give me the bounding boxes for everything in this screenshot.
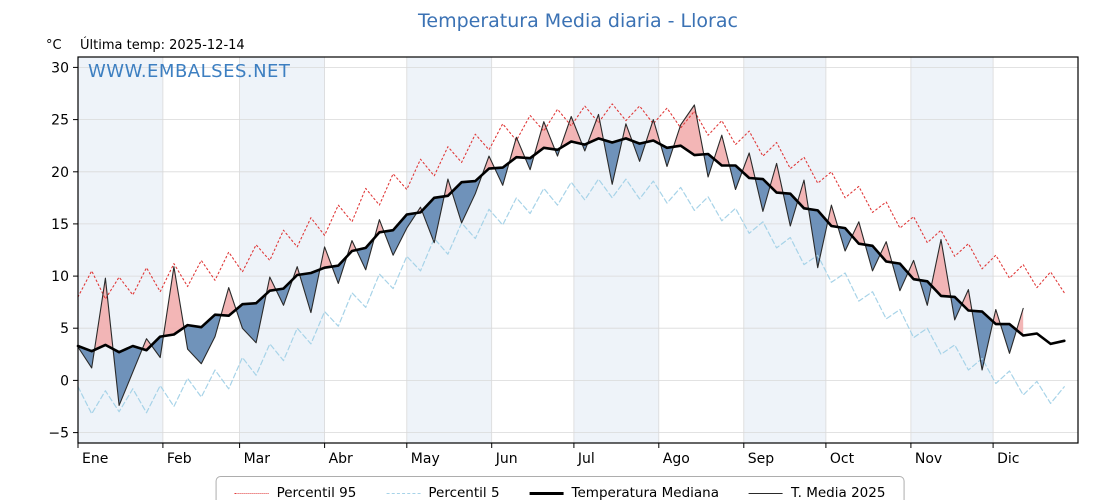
svg-text:Abr: Abr [329, 451, 353, 467]
chart-title: Temperatura Media diaria - Llorac [418, 10, 738, 32]
t-media-2025-line-icon [749, 492, 783, 494]
svg-text:Jul: Jul [577, 451, 595, 467]
legend-label-percentil-95: Percentil 95 [276, 485, 357, 500]
watermark-text: WWW.EMBALSES.NET [88, 61, 291, 82]
svg-text:15: 15 [51, 217, 69, 233]
svg-text:20: 20 [51, 165, 69, 181]
legend-item-media-2025: T. Media 2025 [749, 485, 885, 500]
svg-text:Ene: Ene [82, 451, 108, 467]
y-axis-units-label: °C [46, 38, 62, 53]
svg-text:Ago: Ago [663, 451, 690, 467]
svg-text:Feb: Feb [167, 451, 192, 467]
svg-text:−5: −5 [48, 426, 69, 442]
last-temperature-label: Última temp: 2025-12-14 [80, 38, 245, 53]
temperature-chart-plot: Ene Feb Mar Abr May Jun Jul Ago Sep Oct Nov Dic −5 0 5… [48, 56, 1079, 467]
svg-text:25: 25 [51, 113, 69, 129]
svg-text:Sep: Sep [748, 451, 775, 467]
legend-item-percentil-95: Percentil 95 [234, 485, 357, 500]
svg-text:Dic: Dic [997, 451, 1019, 467]
svg-text:30: 30 [51, 60, 69, 76]
legend-label-percentil-5: Percentil 5 [428, 485, 500, 500]
legend-label-mediana: Temperatura Mediana [571, 485, 719, 500]
svg-text:Oct: Oct [830, 451, 855, 467]
svg-text:Mar: Mar [244, 451, 271, 467]
svg-text:May: May [411, 451, 440, 467]
svg-text:0: 0 [60, 373, 69, 389]
legend-label-media-2025: T. Media 2025 [791, 485, 886, 500]
temperatura-mediana-line-icon [529, 491, 564, 495]
legend-item-mediana: Temperatura Mediana [529, 485, 719, 500]
legend: Percentil 95 Percentil 5 Temperatura Med… [215, 476, 905, 500]
svg-text:5: 5 [60, 321, 69, 337]
svg-text:10: 10 [51, 269, 69, 285]
svg-text:Nov: Nov [915, 451, 942, 467]
legend-item-percentil-5: Percentil 5 [386, 485, 500, 500]
svg-text:Jun: Jun [495, 451, 518, 467]
percentil-5-line-icon [386, 492, 421, 494]
percentil-95-line-icon [234, 492, 269, 494]
